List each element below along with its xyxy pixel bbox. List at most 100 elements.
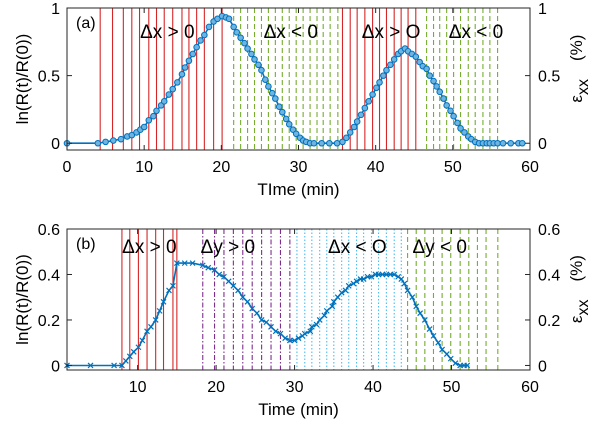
data-point	[126, 353, 133, 360]
data-point	[376, 79, 383, 86]
panel-label: (b)	[76, 236, 96, 253]
region-annotation: Δx < 0	[449, 22, 503, 43]
data-point	[457, 125, 464, 132]
data-point	[153, 107, 160, 115]
y2-tick-label: 0.2	[538, 313, 560, 330]
data-point	[435, 339, 442, 346]
y2-label-symbol: ε	[567, 95, 586, 103]
data-point	[135, 344, 142, 351]
data-point	[360, 276, 367, 282]
data-point	[357, 111, 365, 119]
x-tick-label: 30	[286, 379, 304, 396]
data-point	[201, 31, 208, 39]
y2-label-unit: (%)	[567, 35, 586, 61]
data-point	[343, 134, 350, 142]
y2-axis-label: εxx (%)	[567, 35, 592, 103]
data-point	[499, 139, 507, 147]
data-point	[251, 56, 258, 63]
data-point	[272, 95, 279, 102]
data-point	[144, 328, 150, 335]
data-point	[318, 139, 325, 147]
data-point	[233, 29, 241, 36]
data-point	[398, 276, 405, 282]
data-point	[265, 83, 272, 90]
data-point	[383, 66, 390, 74]
data-point	[160, 298, 167, 305]
data-point	[395, 273, 402, 280]
data-point	[205, 264, 212, 271]
data-point	[278, 108, 286, 116]
y2-tick-label: 0	[538, 358, 547, 375]
data-point	[454, 119, 461, 127]
data-point	[268, 89, 276, 97]
data-point	[111, 362, 118, 369]
data-point	[216, 271, 223, 278]
axes-frame	[66, 228, 531, 371]
data-point	[244, 298, 251, 305]
y-axis-label: ln(R(t)/R(0))	[13, 34, 32, 125]
data-point	[249, 305, 256, 312]
data-point	[140, 123, 148, 131]
data-point	[156, 307, 163, 314]
data-point	[248, 50, 255, 58]
data-point	[94, 139, 102, 147]
data-point	[342, 287, 349, 294]
y2-label-subscript: xx	[575, 300, 592, 316]
data-point	[440, 95, 447, 102]
data-point	[178, 70, 186, 78]
y-axis-label: ln(R(t)/R(0))	[13, 254, 32, 345]
data-point	[361, 104, 369, 112]
data-point	[181, 64, 189, 71]
y2-tick-label: 1	[538, 1, 547, 18]
data-point	[170, 282, 176, 289]
data-point	[401, 280, 408, 287]
data-point	[421, 317, 428, 323]
y2-axis-label: εxx (%)	[567, 255, 592, 323]
data-point	[350, 123, 358, 131]
data-point	[235, 287, 241, 294]
data-point	[239, 294, 246, 301]
data-point	[447, 107, 454, 115]
data-point	[413, 303, 420, 310]
data-point	[339, 138, 346, 146]
data-point	[417, 310, 424, 317]
x-tick-label: 30	[290, 159, 308, 176]
data-point	[263, 319, 270, 326]
data-point	[145, 116, 153, 124]
data-point	[139, 337, 146, 344]
y2-label-unit: (%)	[567, 255, 586, 281]
data-point	[122, 357, 129, 364]
region-annotation: Δx > 0	[140, 22, 194, 43]
data-point	[464, 362, 471, 369]
data-point	[110, 137, 117, 144]
data-point	[199, 262, 206, 269]
y2-tick-label: 0.4	[538, 267, 560, 284]
data-point	[241, 39, 248, 47]
data-point	[193, 43, 200, 51]
data-point	[326, 139, 333, 147]
data-point	[452, 360, 459, 367]
y2-tick-label: 0.6	[538, 222, 560, 239]
data-point	[230, 282, 237, 289]
data-point	[345, 282, 352, 289]
data-point	[423, 65, 430, 73]
data-point	[282, 115, 290, 123]
x-tick-label: 10	[129, 379, 147, 396]
x-tick-label: 0	[63, 159, 72, 176]
data-point	[387, 61, 394, 69]
y-tick-label: 0.2	[38, 313, 60, 330]
data-point	[87, 362, 94, 369]
data-point	[350, 280, 357, 287]
data-point	[262, 76, 269, 83]
panel-b-chart: 10 20 30 40 50 60 0 0 0.2 0.2 0.4 0.4 0.6 0.6 Time (mi…	[13, 222, 592, 419]
data-point	[258, 66, 265, 74]
data-point	[174, 79, 181, 86]
data-point	[494, 139, 501, 147]
x-tick-label: 20	[207, 379, 225, 396]
data-point	[430, 77, 437, 85]
data-point	[380, 72, 387, 79]
data-point	[323, 307, 330, 314]
y-tick-label: 1	[51, 1, 60, 18]
